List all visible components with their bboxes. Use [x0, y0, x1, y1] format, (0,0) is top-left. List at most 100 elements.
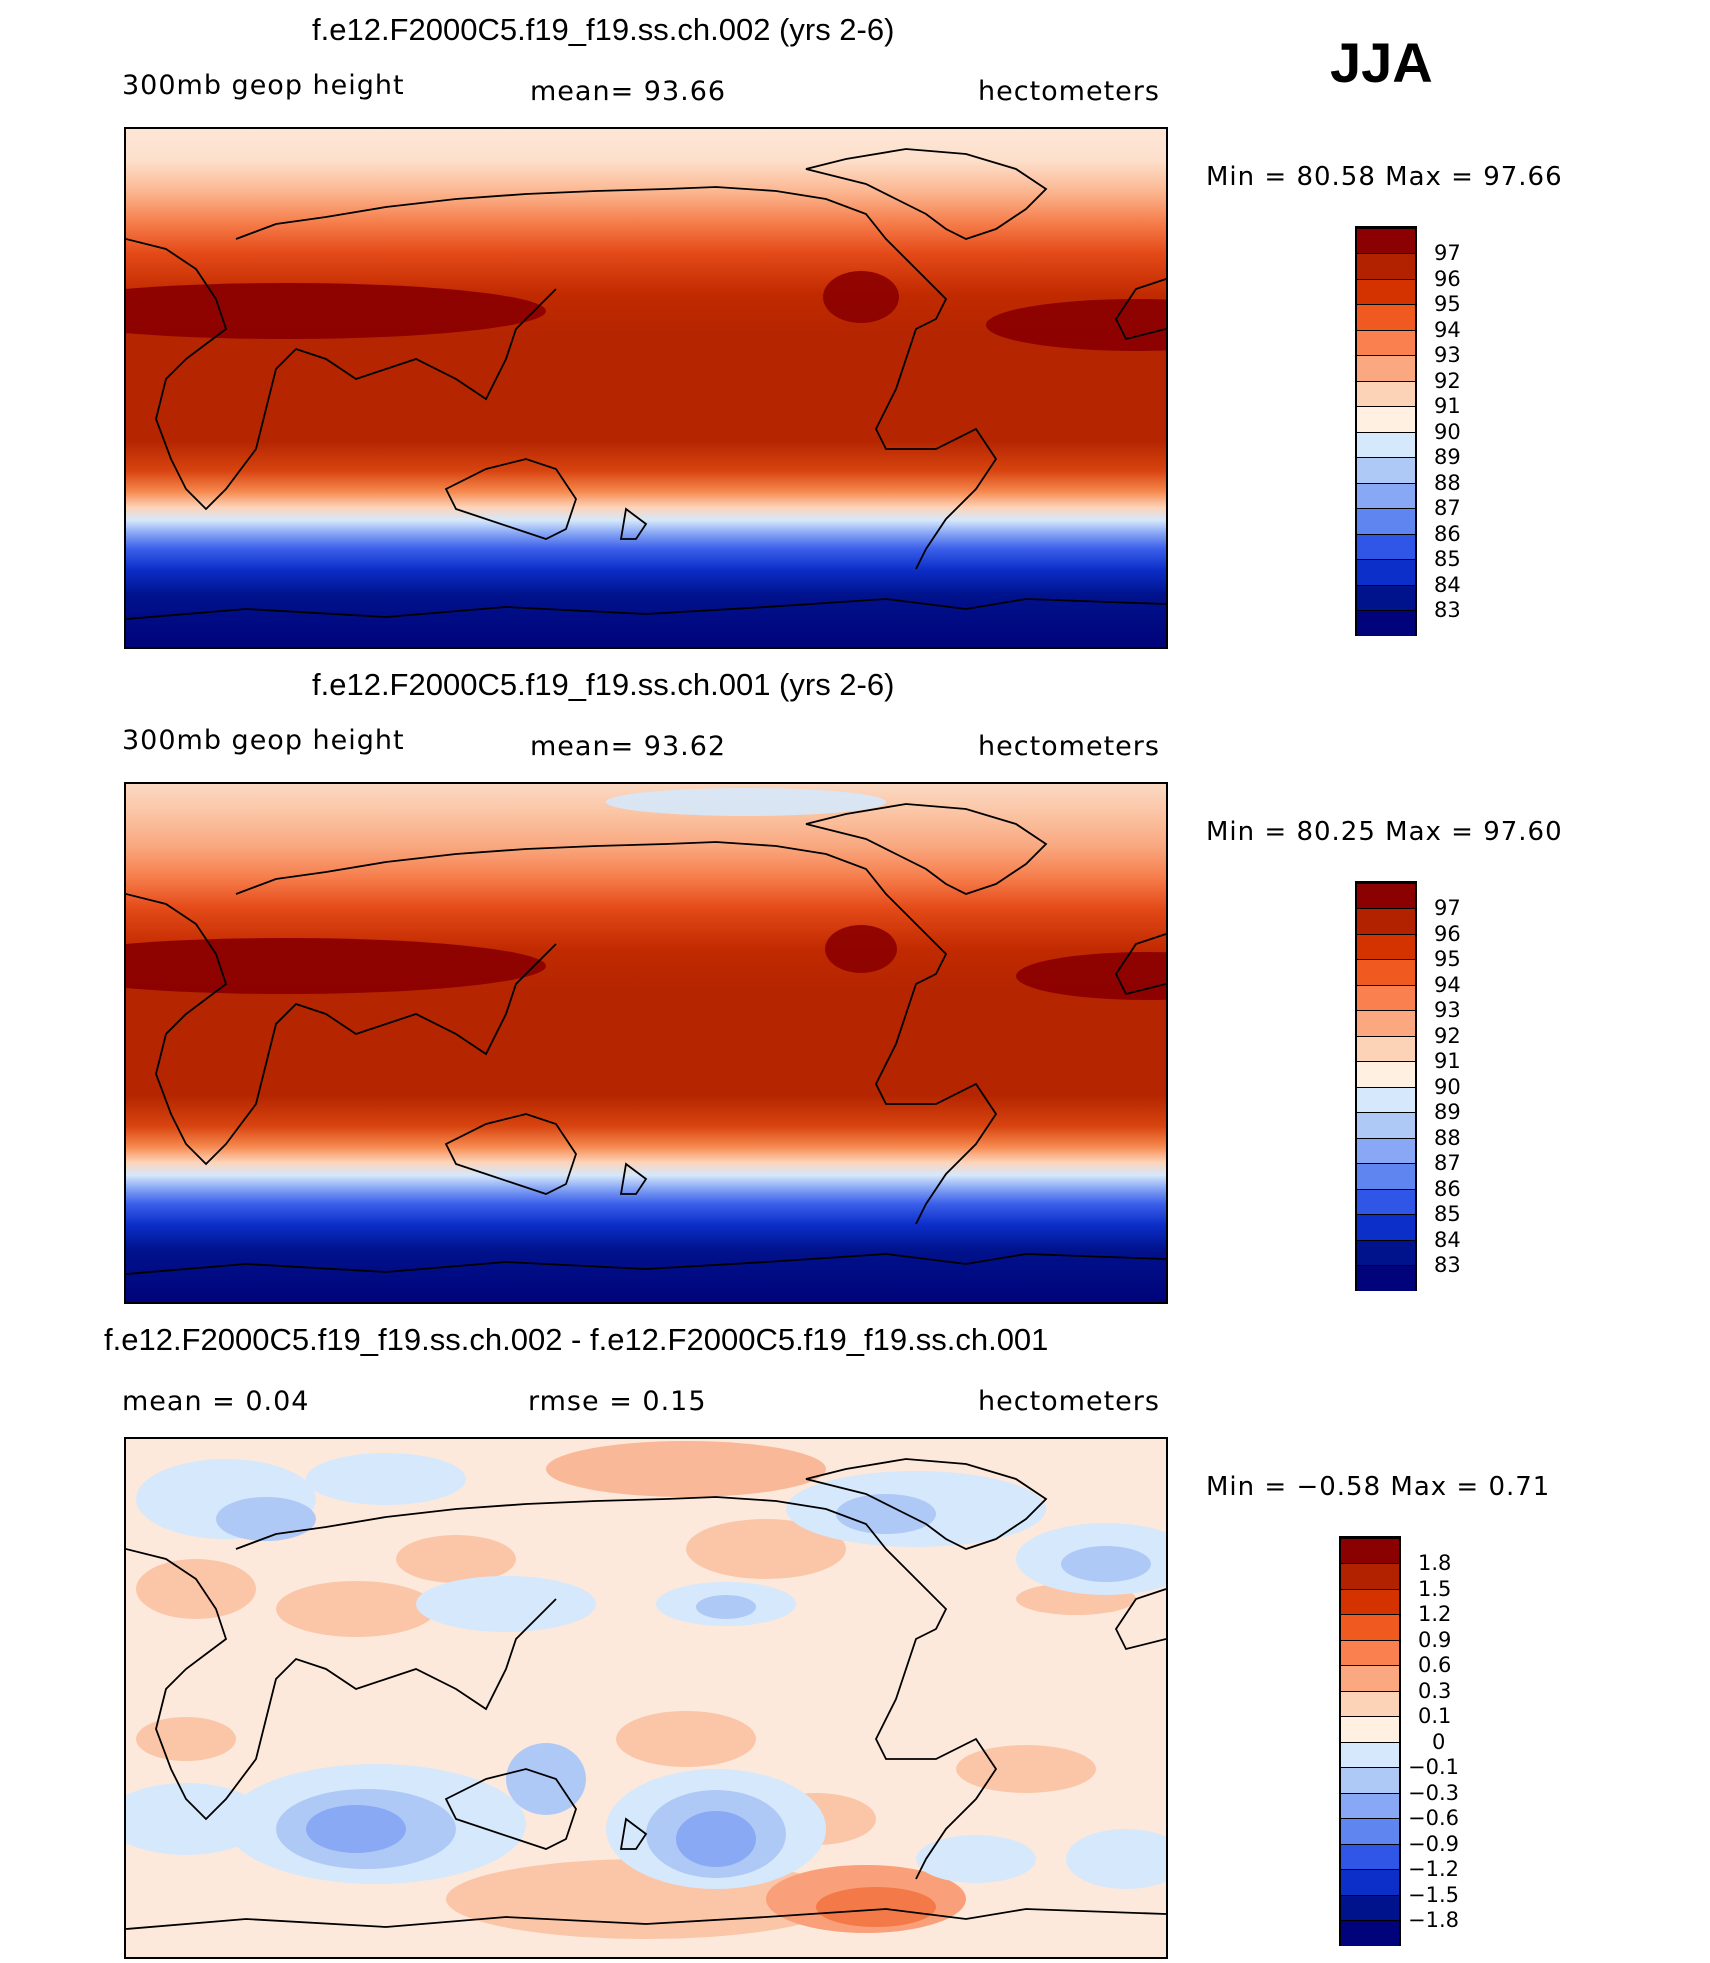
colorbar-tick-label: 93: [1434, 343, 1461, 367]
panel-2-colorbar-swatch: [1357, 985, 1415, 1011]
panel-2-colorbar-swatch: [1357, 1138, 1415, 1164]
panel-1-colorbar-swatch: [1357, 330, 1415, 356]
season-label: JJA: [1330, 31, 1433, 94]
panel-2-colorbar-swatch: [1357, 1112, 1415, 1138]
colorbar-tick-label: 96: [1434, 267, 1461, 291]
colorbar-tick-label: 92: [1434, 369, 1461, 393]
panel-1-colorbar-swatch: [1357, 406, 1415, 432]
panel-1-units-label: hectometers: [978, 76, 1160, 107]
panel-1-colorbar-swatch: [1357, 381, 1415, 407]
colorbar-tick-label: 91: [1434, 394, 1461, 418]
colorbar-tick-label: 97: [1434, 241, 1461, 265]
colorbar-tick-label: 84: [1434, 1228, 1461, 1252]
panel-2-colorbar-swatch: [1357, 1036, 1415, 1062]
colorbar-tick-label: 97: [1434, 896, 1461, 920]
colorbar-tick-label: −0.1: [1408, 1755, 1459, 1779]
panel-1-map-svg: [126, 129, 1166, 647]
colorbar-tick-label: 84: [1434, 573, 1461, 597]
panel-3-colorbar-swatch: [1341, 1665, 1399, 1691]
colorbar-tick-label: 0.3: [1418, 1679, 1452, 1703]
colorbar-tick-label: 85: [1434, 1202, 1461, 1226]
panel-3-colorbar-swatch: [1341, 1767, 1399, 1793]
panel-3-minmax: Min = −0.58 Max = 0.71: [1206, 1472, 1551, 1502]
panel-2-colorbar-swatch: [1357, 1010, 1415, 1036]
colorbar-tick-label: 88: [1434, 471, 1461, 495]
panel-3-colorbar-swatch: [1341, 1640, 1399, 1666]
panel-1-title: f.e12.F2000C5.f19_f19.ss.ch.002 (yrs 2-6…: [312, 12, 895, 47]
panel-3-colorbar-swatch: [1341, 1818, 1399, 1844]
panel-1-variable-label: 300mb geop height: [122, 70, 405, 101]
panel-1-minmax: Min = 80.58 Max = 97.66: [1206, 162, 1563, 192]
panel-1-colorbar-swatch: [1357, 508, 1415, 534]
panel-2-colorbar-swatch: [1357, 1087, 1415, 1113]
panel-3-colorbar-swatch: [1341, 1895, 1399, 1921]
panel-2-map: [124, 782, 1168, 1304]
colorbar-tick-label: 87: [1434, 496, 1461, 520]
colorbar-tick-label: 0.6: [1418, 1653, 1452, 1677]
panel-1-colorbar-swatch: [1357, 228, 1415, 254]
panel-2-colorbar-swatch: [1357, 1265, 1415, 1291]
panel-1-colorbar-swatch: [1357, 432, 1415, 458]
panel-2-colorbar-swatch: [1357, 1240, 1415, 1266]
panel-3-colorbar-swatch: [1341, 1793, 1399, 1819]
panel-1-colorbar: [1355, 226, 1417, 636]
panel-2-mean-label: mean= 93.62: [530, 731, 727, 762]
panel-1-colorbar-swatch: [1357, 610, 1415, 636]
panel-3-colorbar-swatch: [1341, 1920, 1399, 1946]
colorbar-tick-label: 1.8: [1418, 1551, 1452, 1575]
panel-2-colorbar-swatch: [1357, 1163, 1415, 1189]
colorbar-tick-label: −1.5: [1408, 1883, 1459, 1907]
panel-2-colorbar-swatch: [1357, 1189, 1415, 1215]
panel-3-colorbar-swatch: [1341, 1844, 1399, 1870]
panel-2-colorbar-swatch: [1357, 908, 1415, 934]
panel-3-colorbar-swatch: [1341, 1869, 1399, 1895]
panel-2-colorbar-swatch: [1357, 1214, 1415, 1240]
colorbar-tick-label: 86: [1434, 522, 1461, 546]
colorbar-tick-label: 87: [1434, 1151, 1461, 1175]
colorbar-tick-label: 95: [1434, 947, 1461, 971]
panel-3-colorbar-swatch: [1341, 1691, 1399, 1717]
colorbar-tick-label: 83: [1434, 1253, 1461, 1277]
colorbar-tick-label: −0.9: [1408, 1832, 1459, 1856]
colorbar-tick-label: 93: [1434, 998, 1461, 1022]
panel-3-colorbar-swatch: [1341, 1563, 1399, 1589]
panel-3-colorbar-swatch: [1341, 1538, 1399, 1564]
panel-3-units-label: hectometers: [978, 1386, 1160, 1417]
panel-3-rmse-label: rmse = 0.15: [528, 1386, 707, 1417]
panel-3-colorbar-swatch: [1341, 1614, 1399, 1640]
colorbar-tick-label: 95: [1434, 292, 1461, 316]
colorbar-tick-label: 0: [1432, 1730, 1446, 1754]
colorbar-tick-label: 92: [1434, 1024, 1461, 1048]
panel-2-minmax: Min = 80.25 Max = 97.60: [1206, 817, 1563, 847]
colorbar-tick-label: 1.5: [1418, 1577, 1452, 1601]
panel-3-colorbar-swatch: [1341, 1716, 1399, 1742]
panel-3-title: f.e12.F2000C5.f19_f19.ss.ch.002 - f.e12.…: [104, 1322, 1049, 1357]
panel-2-title: f.e12.F2000C5.f19_f19.ss.ch.001 (yrs 2-6…: [312, 667, 895, 702]
colorbar-tick-label: 85: [1434, 547, 1461, 571]
panel-1-map: [124, 127, 1168, 649]
panel-3-colorbar-swatch: [1341, 1589, 1399, 1615]
colorbar-tick-label: 94: [1434, 318, 1461, 342]
panel-2-map-svg: [126, 784, 1166, 1302]
panel-3-map-svg: [126, 1439, 1166, 1957]
panel-2-colorbar-swatch: [1357, 883, 1415, 909]
panel-1-colorbar-swatch: [1357, 585, 1415, 611]
panel-1-colorbar-swatch: [1357, 253, 1415, 279]
panel-2-units-label: hectometers: [978, 731, 1160, 762]
colorbar-tick-label: 88: [1434, 1126, 1461, 1150]
colorbar-tick-label: 1.2: [1418, 1602, 1452, 1626]
colorbar-tick-label: 0.9: [1418, 1628, 1452, 1652]
panel-2-colorbar-swatch: [1357, 1061, 1415, 1087]
panel-1-colorbar-swatch: [1357, 559, 1415, 585]
colorbar-tick-label: 86: [1434, 1177, 1461, 1201]
panel-1-mean-label: mean= 93.66: [530, 76, 727, 107]
colorbar-tick-label: 91: [1434, 1049, 1461, 1073]
colorbar-tick-label: 96: [1434, 922, 1461, 946]
colorbar-tick-label: 90: [1434, 420, 1461, 444]
colorbar-tick-label: −0.3: [1408, 1781, 1459, 1805]
colorbar-tick-label: 89: [1434, 1100, 1461, 1124]
panel-1-colorbar-swatch: [1357, 457, 1415, 483]
panel-3-map: [124, 1437, 1168, 1959]
panel-2-colorbar-swatch: [1357, 934, 1415, 960]
panel-3-colorbar: [1339, 1536, 1401, 1946]
